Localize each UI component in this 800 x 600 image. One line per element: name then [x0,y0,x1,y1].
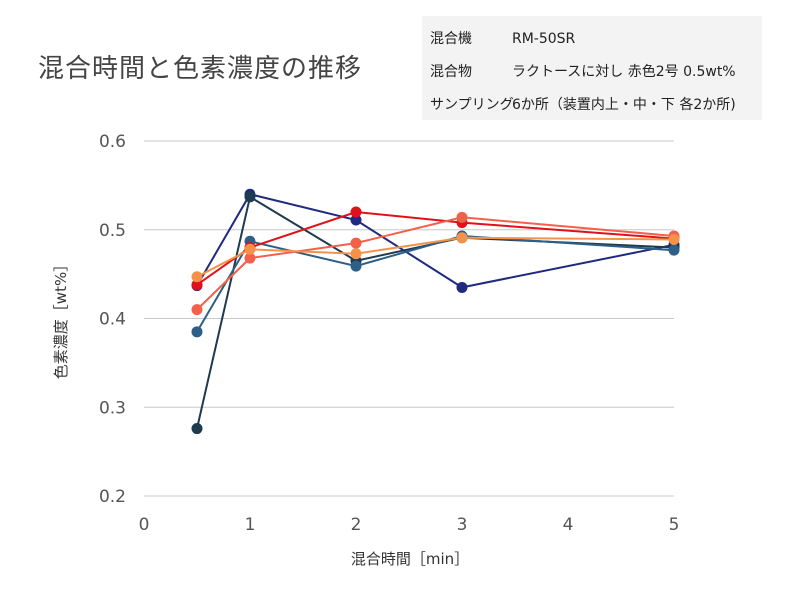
data-point [456,232,468,244]
x-tick-label: 3 [457,515,468,535]
info-value: ラクトースに対し 赤色2号 0.5wt% [512,64,736,80]
data-point [350,206,362,218]
data-point [350,248,362,260]
x-tick-label: 0 [139,515,150,535]
x-axis-label: 混合時間［min］ [351,550,469,568]
data-point [191,423,203,435]
y-tick-labels: 0.2 0.3 0.4 0.5 0.6 [99,132,126,507]
info-key: サンプリング [430,97,514,113]
series-line [196,195,675,429]
series-6 [191,232,680,283]
series-group [191,188,680,435]
data-point [350,214,362,226]
info-key: 混合機 [430,31,472,47]
data-point [456,281,468,293]
data-point [244,243,256,255]
series-4 [191,206,680,291]
data-point [350,237,362,249]
series-line [196,216,675,311]
y-axis-label: 色素濃度［wt%］ [52,257,70,379]
info-value: RM-50SR [512,31,576,47]
info-box: 混合機 RM-50SR 混合物 ラクトースに対し 赤色2号 0.5wt% サンプリン… [422,16,762,120]
info-row-mixture: 混合物 ラクトースに対し 赤色2号 0.5wt% [430,61,736,81]
y-tick-label: 0.4 [99,310,126,330]
x-tick-label: 2 [351,515,362,535]
x-tick-labels: 0 1 2 3 4 5 [139,515,680,535]
info-key: 混合物 [430,64,472,80]
data-point [668,244,680,256]
info-value: 6か所（装置内上・中・下 各2か所) [512,97,736,113]
info-row-sampling: サンプリング6か所（装置内上・中・下 各2か所) [430,94,736,114]
x-tick-label: 5 [669,515,680,535]
data-point [191,271,203,283]
y-tick-label: 0.3 [99,398,126,418]
y-tick-label: 0.2 [99,487,126,507]
grid-lines [144,140,674,497]
info-row-mixer: 混合機 RM-50SR [430,28,575,48]
data-point [191,326,203,338]
data-point [668,234,680,246]
chart-title: 混合時間と色素濃度の推移 [38,54,363,84]
data-point [244,252,256,264]
data-point [244,191,256,203]
y-tick-label: 0.5 [99,221,126,241]
x-tick-label: 4 [563,515,574,535]
series-2 [191,191,680,435]
data-point [350,260,362,272]
data-point [456,211,468,223]
x-tick-label: 1 [245,515,256,535]
y-tick-label: 0.6 [99,132,126,152]
series-5 [191,211,680,316]
data-point [191,304,203,316]
series-3 [191,230,680,338]
data-point [191,279,203,291]
